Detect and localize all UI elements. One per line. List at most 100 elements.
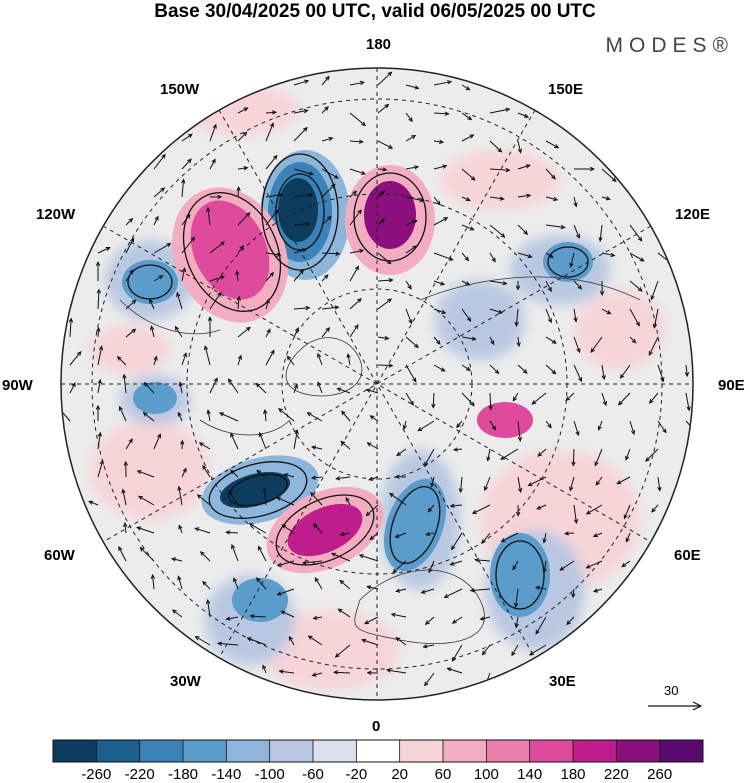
wind-arrow-head	[412, 245, 418, 250]
wind-arrow	[500, 448, 519, 460]
wind-arrow	[586, 504, 603, 515]
wind-arrow	[573, 280, 582, 290]
wind-arrow	[293, 270, 304, 282]
wind-arrow	[293, 430, 298, 450]
wind-arrow-head	[330, 183, 336, 189]
wind-arrow-head	[528, 651, 534, 656]
wind-arrow-head	[565, 396, 571, 402]
wind-arrow-head	[623, 514, 628, 520]
wind-arrow	[338, 608, 351, 618]
wind-arrow-head	[513, 602, 519, 608]
wind-arrow-head	[304, 79, 310, 84]
wind-arrow-head	[384, 335, 390, 341]
negative-center	[543, 242, 593, 282]
wind-arrow	[176, 292, 183, 310]
wind-arrow	[321, 137, 333, 142]
wind-arrow	[545, 168, 556, 180]
wind-arrow	[97, 346, 103, 366]
wind-arrow-head	[380, 190, 385, 196]
wind-arrow-head	[97, 378, 102, 385]
wind-arrow	[122, 489, 127, 506]
wind-arrow	[433, 81, 452, 86]
wind-arrow	[200, 551, 211, 562]
wind-arrow	[153, 187, 165, 198]
wind-arrow	[172, 609, 183, 618]
wind-arrow-head	[395, 637, 401, 642]
wind-arrow-head	[444, 111, 450, 116]
wind-arrow	[237, 132, 247, 142]
wind-arrow	[405, 112, 413, 122]
wind-arrow-head	[171, 609, 177, 614]
wind-arrow-head	[235, 269, 240, 276]
wind-arrow-head	[514, 321, 519, 327]
wind-arrow	[621, 560, 631, 567]
colorbar-tick-label: 140	[517, 766, 543, 783]
wind-arrow-head	[243, 107, 249, 112]
wind-arrow-head	[515, 511, 521, 517]
wind-arrow-head	[424, 531, 431, 537]
wind-arrow-head	[128, 438, 133, 444]
wind-arrow	[226, 531, 239, 534]
wind-arrow-head	[369, 535, 375, 541]
wind-arrow-head	[303, 108, 309, 114]
wind-arrow-head	[312, 523, 318, 528]
lon-label-150e: 150E	[548, 81, 584, 98]
wind-arrow	[405, 84, 419, 89]
wind-arrow	[517, 140, 522, 153]
wind-arrow-head	[122, 373, 127, 379]
wind-arrow-head	[310, 491, 315, 497]
wind-arrow	[171, 558, 183, 562]
wind-arrow-head	[225, 530, 231, 535]
wind-arrow	[364, 616, 379, 625]
wind-arrow-head	[387, 71, 393, 77]
wind-arrow	[433, 112, 449, 115]
wind-arrow-head	[358, 554, 364, 559]
wind-arrow-head	[650, 295, 655, 301]
wind-arrow	[125, 269, 134, 282]
colorbar-tick-label: 220	[603, 766, 629, 783]
wind-arrow-head	[76, 350, 82, 356]
wind-arrow-head	[228, 489, 233, 495]
wind-arrow-head	[553, 196, 559, 202]
wind-arrow-head	[225, 616, 231, 621]
wind-arrow-head	[325, 75, 330, 81]
wind-arrow-head	[336, 387, 342, 392]
wind-arrow-head	[408, 319, 413, 325]
wind-arrow-head	[305, 305, 311, 311]
wind-arrow-head	[535, 629, 540, 635]
colorbar-tick-label: -60	[302, 766, 324, 783]
wind-arrow-head	[276, 591, 282, 596]
wind-arrow	[623, 504, 631, 519]
wind-arrow-head	[388, 278, 394, 283]
wind-arrow	[461, 308, 472, 322]
wind-arrow	[450, 504, 463, 507]
wind-arrow-head	[526, 193, 532, 198]
wind-arrow	[265, 209, 279, 226]
wind-arrow	[559, 560, 575, 571]
wind-arrow-head	[294, 327, 299, 333]
wind-arrow	[209, 159, 216, 170]
reference-vector	[648, 701, 703, 711]
wind-arrow-head	[262, 487, 267, 493]
wind-arrow-head	[118, 405, 123, 411]
colorbar	[52, 739, 704, 763]
wind-arrow-head	[266, 328, 271, 334]
colorbar-tick-label: -220	[124, 766, 155, 783]
wind-arrow-head	[452, 447, 458, 452]
wind-arrow-head	[182, 467, 187, 473]
wind-arrow	[97, 247, 110, 254]
wind-arrow-head	[139, 546, 145, 552]
wind-arrow-head	[575, 431, 580, 437]
wind-arrow	[536, 504, 547, 510]
wind-arrow-head	[154, 215, 159, 221]
wind-arrow	[625, 448, 631, 460]
wind-arrow	[543, 560, 547, 573]
wind-arrow-head	[242, 131, 248, 137]
wind-arrow-head	[439, 139, 445, 144]
wind-arrow	[685, 392, 690, 411]
wind-arrow-head	[142, 411, 148, 417]
wind-arrow-head	[365, 388, 371, 393]
colorbar-swatch	[183, 740, 227, 762]
wind-arrow	[433, 308, 446, 314]
wind-arrow	[119, 406, 127, 422]
